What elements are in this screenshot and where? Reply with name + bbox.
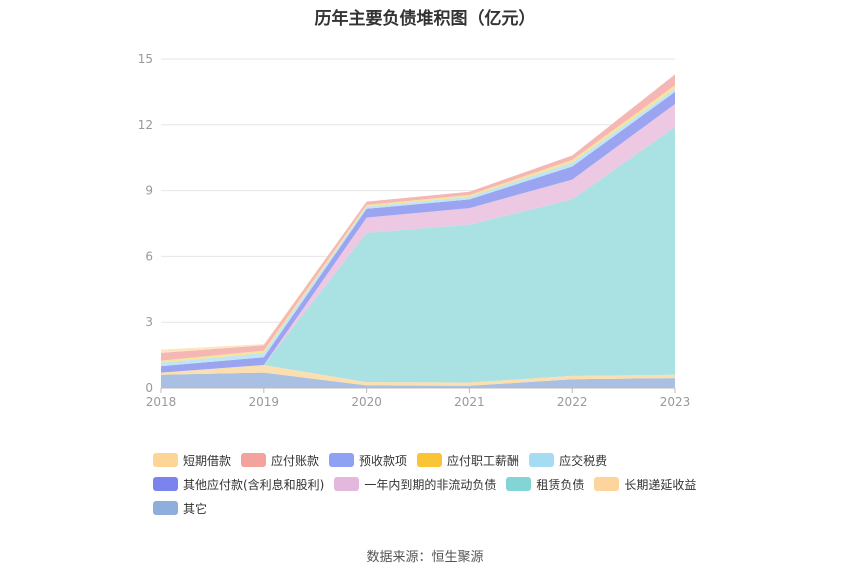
x-tick-label: 2023 — [660, 395, 691, 409]
legend-label: 其它 — [183, 501, 208, 516]
legend-swatch — [334, 477, 360, 491]
legend-item[interactable]: 一年内到期的非流动负债 — [334, 476, 496, 493]
legend-item[interactable]: 其它 — [153, 500, 207, 517]
x-tick-label: 2022 — [557, 395, 588, 409]
legend-item[interactable]: 短期借款 — [153, 452, 231, 469]
legend-swatch — [529, 453, 555, 467]
legend-item[interactable]: 长期递延收益 — [594, 476, 696, 493]
legend-row-2: 其他应付款(含利息和股利) 一年内到期的非流动负债 租赁负债 长期递延收益 — [153, 472, 753, 496]
y-tick-label: 9 — [145, 184, 153, 198]
area-series — [161, 127, 675, 383]
legend-label: 应付职工薪酬 — [447, 453, 520, 468]
chart-legend: 短期借款 应付账款 预收款项 应付职工薪酬 应交税费 其他应付款(含利息和股利)… — [153, 448, 753, 520]
chart-title: 历年主要负债堆积图（亿元） — [314, 9, 536, 29]
legend-label: 一年内到期的非流动负债 — [364, 477, 497, 492]
legend-item[interactable]: 应付职工薪酬 — [417, 452, 519, 469]
legend-swatch — [594, 477, 620, 491]
data-source-note: 数据来源：恒生聚源 — [366, 550, 484, 565]
legend-label: 长期递延收益 — [624, 477, 697, 492]
legend-label: 应付账款 — [271, 453, 320, 468]
y-tick-label: 6 — [145, 249, 153, 263]
legend-label: 租赁负债 — [536, 477, 585, 492]
area-series — [161, 372, 675, 388]
y-tick-label: 0 — [145, 381, 153, 395]
legend-item[interactable]: 租赁负债 — [506, 476, 584, 493]
axis-layer: 0 3 6 9 12 15 2018 2019 2020 2021 2022 2023 — [138, 52, 691, 409]
legend-swatch — [329, 453, 355, 467]
y-tick-label: 12 — [138, 118, 153, 132]
x-tick-label: 2021 — [454, 395, 485, 409]
y-tick-label: 3 — [145, 315, 153, 329]
x-tick-label: 2020 — [351, 395, 382, 409]
legend-item[interactable]: 预收款项 — [329, 452, 407, 469]
legend-row-3: 其它 — [153, 496, 753, 520]
legend-row-1: 短期借款 应付账款 预收款项 应付职工薪酬 应交税费 — [153, 448, 753, 472]
x-tick-label: 2018 — [146, 395, 177, 409]
legend-label: 应交税费 — [559, 453, 608, 468]
legend-swatch — [153, 477, 178, 491]
legend-item[interactable]: 应交税费 — [529, 452, 607, 469]
legend-label: 其他应付款(含利息和股利) — [183, 477, 325, 492]
legend-label: 预收款项 — [359, 453, 408, 468]
legend-label: 短期借款 — [183, 453, 232, 468]
legend-swatch — [153, 501, 178, 515]
y-tick-label: 15 — [138, 52, 153, 66]
area-layer — [161, 74, 675, 388]
legend-swatch — [506, 477, 532, 491]
legend-swatch — [241, 453, 267, 467]
area-series — [161, 365, 675, 386]
legend-swatch — [417, 453, 443, 467]
legend-swatch — [153, 453, 178, 467]
legend-item[interactable]: 应付账款 — [241, 452, 319, 469]
legend-item[interactable]: 其他应付款(含利息和股利) — [153, 476, 324, 493]
x-tick-label: 2019 — [249, 395, 280, 409]
